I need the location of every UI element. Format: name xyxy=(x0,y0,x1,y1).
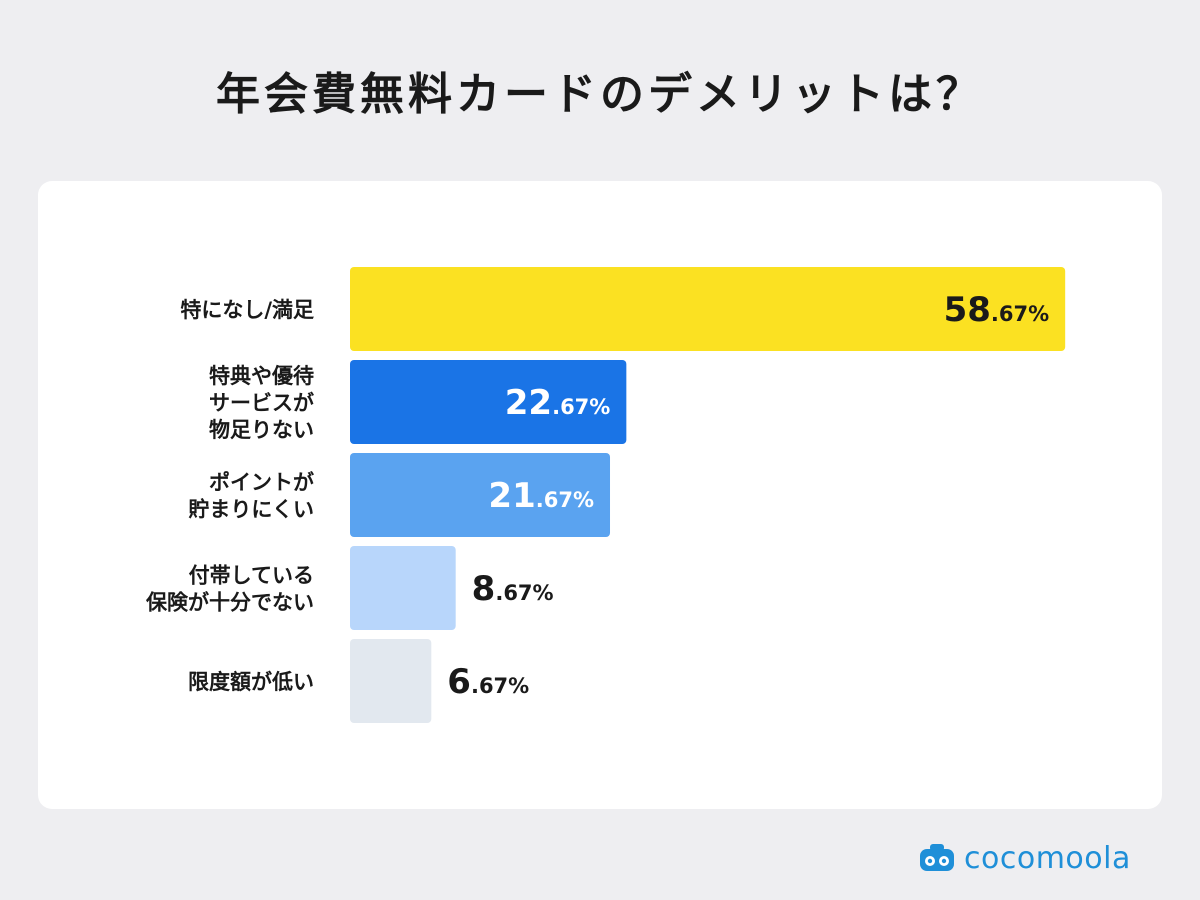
value-label: 22.67% xyxy=(505,383,611,423)
bar-chart: 特になし/満足 58.67% 特典や優待サービスが物足りない 22.67% ポイントが貯… xyxy=(145,267,1066,723)
value-label: 8.67% xyxy=(472,569,554,609)
category-label: 付帯している保険が十分でない xyxy=(145,564,314,615)
bar-3 xyxy=(350,453,611,537)
bar-2 xyxy=(350,360,627,444)
category-label: 特典や優待サービスが物足りない xyxy=(209,364,314,442)
brand-logo: cocomoola xyxy=(918,838,1131,878)
value-label: 21.67% xyxy=(488,476,594,516)
value-label: 6.67% xyxy=(447,662,529,702)
bar-5 xyxy=(350,639,432,723)
brand-name: cocomoola xyxy=(964,840,1131,876)
value-label: 58.67% xyxy=(944,290,1050,330)
category-label: 特になし/満足 xyxy=(180,298,314,322)
chart-title: 年会費無料カードのデメリットは？ xyxy=(216,69,984,120)
bar-1 xyxy=(350,267,1066,351)
cocomoola-logo-icon xyxy=(920,844,954,871)
category-label: ポイントが貯まりにくい xyxy=(188,471,314,522)
bar-4 xyxy=(350,546,456,630)
category-label: 限度額が低い xyxy=(188,670,314,694)
chart-card: 特になし/満足 58.67% 特典や優待サービスが物足りない 22.67% ポイントが貯… xyxy=(38,181,1162,809)
